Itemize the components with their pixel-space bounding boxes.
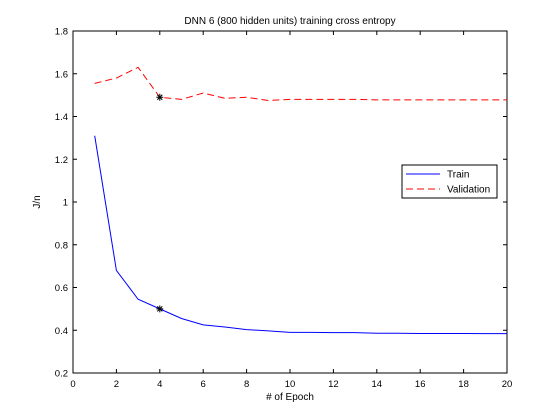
x-axis-title: # of Epoch: [266, 392, 314, 403]
y-tick-label: 0.2: [55, 369, 68, 380]
x-tick-label: 4: [157, 379, 162, 390]
x-tick-label: 20: [502, 379, 513, 390]
legend-label-validation: Validation: [447, 185, 490, 196]
x-tick-label: 16: [415, 379, 426, 390]
y-axis-title: J/n: [32, 195, 43, 208]
x-tick-label: 0: [70, 379, 75, 390]
x-tick-label: 10: [285, 379, 296, 390]
marker-layer: [156, 93, 164, 313]
y-tick-label: 1.8: [55, 27, 68, 38]
y-tick-label: 0.4: [55, 326, 68, 337]
series-layer: [94, 66, 507, 335]
x-tick-label: 8: [244, 379, 249, 390]
series-line-train: [94, 135, 507, 335]
series-line-validation: [94, 66, 507, 101]
x-tick-label: 14: [372, 379, 383, 390]
legend-box: [401, 164, 498, 199]
y-tick-label: 0.6: [55, 283, 68, 294]
x-tick-label: 18: [458, 379, 469, 390]
y-tick-label: 1: [63, 198, 68, 209]
legend: Train Validation: [401, 164, 498, 199]
x-axis: 0 2 4 6 8 10 12 14 16 18 20: [70, 31, 512, 390]
x-tick-label: 6: [201, 379, 206, 390]
x-tick-label: 2: [114, 379, 119, 390]
y-axis: 0.2 0.4 0.6 0.8 1 1.2 1.4 1.6 1.8: [55, 27, 507, 380]
y-tick-label: 1.4: [55, 112, 68, 123]
asterisk-marker-validation: [156, 93, 164, 101]
x-tick-label: 12: [328, 379, 339, 390]
y-tick-label: 0.8: [55, 240, 68, 251]
asterisk-marker-train: [156, 305, 164, 313]
chart-title: DNN 6 (800 hidden units) training cross …: [184, 16, 395, 27]
plot-area: [72, 30, 508, 374]
y-tick-label: 1.6: [55, 69, 68, 80]
y-tick-label: 1.2: [55, 155, 68, 166]
legend-label-train: Train: [447, 170, 469, 181]
